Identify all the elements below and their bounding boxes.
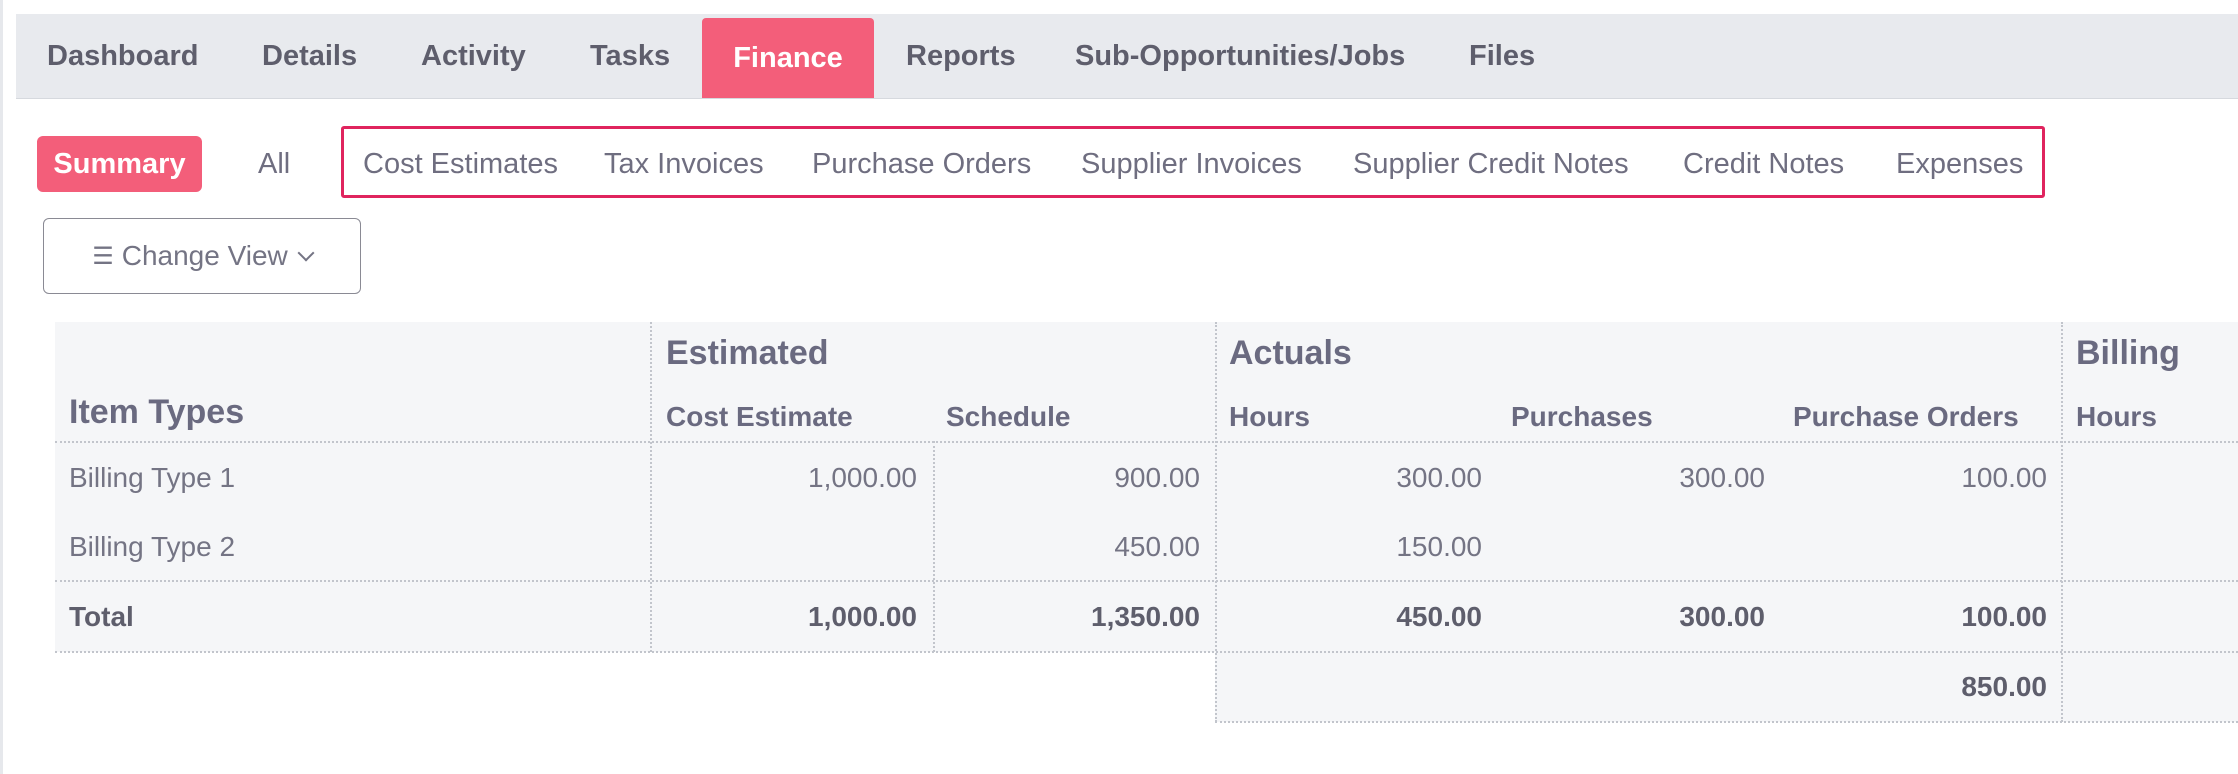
row-label-total: Total [69, 601, 134, 632]
tab-sub-opportunities-jobs[interactable]: Sub-Opportunities/Jobs [1075, 40, 1406, 72]
column-header-schedule[interactable]: Schedule [946, 401, 1071, 432]
chevron-down-icon [297, 244, 315, 262]
subtab-summary[interactable]: Summary [37, 136, 202, 192]
tab-details[interactable]: Details [262, 40, 358, 72]
column-header-hours[interactable]: Hours [1229, 401, 1310, 432]
actuals-grand-total: 850.00 [1961, 671, 2047, 702]
subtab-credit-notes[interactable]: Credit Notes [1683, 148, 1845, 180]
subtab-supplier-credit-notes[interactable]: Supplier Credit Notes [1353, 148, 1629, 180]
tab-reports[interactable]: Reports [906, 40, 1016, 72]
column-header-cost-estimate[interactable]: Cost Estimate [666, 401, 853, 432]
subtab-purchase-orders[interactable]: Purchase Orders [812, 148, 1032, 180]
header-divider [55, 441, 2238, 443]
cell-schedule: 450.00 [1114, 531, 1200, 562]
cell-purchases: 300.00 [1679, 462, 1765, 493]
subtab-expenses[interactable]: Expenses [1896, 148, 2024, 180]
row-label-billing-type-1: Billing Type 1 [69, 462, 236, 493]
total-cost-estimate: 1,000.00 [808, 601, 917, 632]
main-tab-bar: Dashboard Details Activity Tasks Finance… [16, 14, 2238, 99]
total-hours: 450.00 [1396, 601, 1482, 632]
table-bottom-divider [55, 651, 2238, 653]
change-view-button[interactable]: ☰ Change View [43, 218, 361, 294]
tab-dashboard[interactable]: Dashboard [47, 40, 199, 72]
change-view-label: Change View [121, 240, 288, 271]
document-types-highlight [341, 126, 2045, 198]
column-header-purchase-orders[interactable]: Purchase Orders [1793, 401, 2019, 432]
col-divider-actuals [1215, 322, 1217, 722]
tab-finance[interactable]: Finance [702, 18, 874, 98]
group-header-actuals: Actuals [1229, 334, 1352, 372]
page-left-border [0, 0, 3, 774]
cell-schedule: 900.00 [1114, 462, 1200, 493]
cell-cost-estimate: 1,000.00 [808, 462, 917, 493]
grand-total-divider [1215, 721, 2238, 723]
list-icon: ☰ [92, 242, 114, 270]
column-header-billing-hours[interactable]: Hours [2076, 401, 2157, 432]
group-header-estimated: Estimated [666, 334, 829, 372]
group-header-billing: Billing [2076, 334, 2180, 372]
total-purchase-orders: 100.00 [1961, 601, 2047, 632]
row-label-billing-type-2: Billing Type 2 [69, 531, 236, 562]
tab-tasks[interactable]: Tasks [590, 40, 671, 72]
total-purchases: 300.00 [1679, 601, 1765, 632]
column-header-item-types[interactable]: Item Types [69, 393, 245, 431]
tab-activity[interactable]: Activity [421, 40, 526, 72]
cell-hours: 150.00 [1396, 531, 1482, 562]
cell-hours: 300.00 [1396, 462, 1482, 493]
total-divider [55, 580, 2238, 582]
subtab-tax-invoices[interactable]: Tax Invoices [604, 148, 764, 180]
tab-files[interactable]: Files [1469, 40, 1536, 72]
col-divider-estimated [650, 322, 652, 652]
summary-table [55, 322, 2238, 652]
actuals-total-row [1215, 652, 2238, 722]
col-divider-billing [2061, 322, 2063, 722]
subtab-supplier-invoices[interactable]: Supplier Invoices [1081, 148, 1302, 180]
cell-purchase-orders: 100.00 [1961, 462, 2047, 493]
total-schedule: 1,350.00 [1091, 601, 1200, 632]
col-divider-schedule [933, 441, 935, 652]
column-header-purchases[interactable]: Purchases [1511, 401, 1653, 432]
subtab-cost-estimates[interactable]: Cost Estimates [363, 148, 558, 180]
subtab-all[interactable]: All [258, 148, 291, 180]
